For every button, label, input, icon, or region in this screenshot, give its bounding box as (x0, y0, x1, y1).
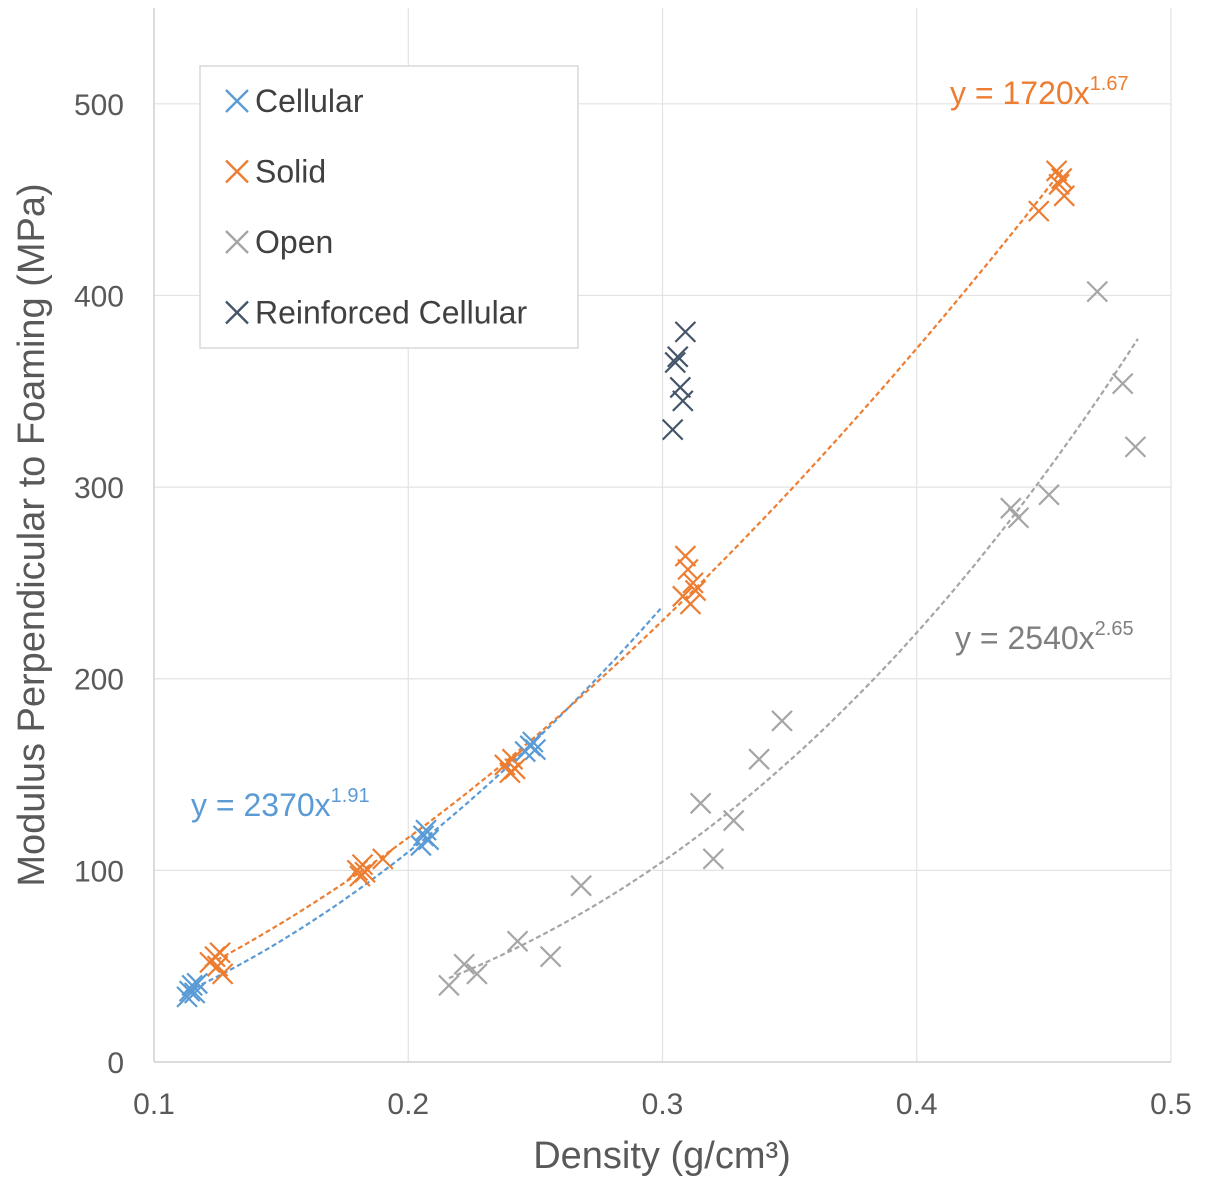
labels: Density (g/cm³) Modulus Perpendicular to… (11, 73, 1134, 1177)
point-open (702, 848, 725, 870)
point-solid (209, 941, 231, 964)
point-reinforced-cellular (672, 390, 694, 412)
y-tick-label: 500 (74, 89, 124, 122)
point-open (689, 792, 712, 815)
data-points (176, 160, 1147, 1008)
point-reinforced-cellular (664, 351, 686, 374)
equation-base: y = 2540x (955, 620, 1095, 656)
point-open (1038, 483, 1060, 506)
point-open (453, 953, 475, 976)
legend-label: Reinforced Cellular (255, 295, 527, 331)
point-solid (674, 545, 697, 567)
equation-exponent: 1.67 (1090, 73, 1129, 95)
legend-item-reinforced-cellular: Reinforced Cellular (225, 295, 527, 331)
legend-marker (225, 230, 249, 254)
point-open (570, 874, 592, 897)
point-solid (351, 853, 374, 876)
x-tick-label: 0.2 (387, 1088, 429, 1121)
point-open (506, 930, 529, 953)
point-reinforced-cellular (669, 376, 692, 399)
y-tick-label: 300 (74, 472, 124, 505)
point-open (722, 809, 745, 832)
legend: Cellular Solid Open Reinforced Cellular (199, 65, 579, 349)
point-cellular (524, 738, 547, 761)
equation-exponent: 2.65 (1095, 618, 1134, 640)
point-solid (1028, 200, 1050, 222)
equation-solid: y = 1720x1.67 (950, 73, 1129, 111)
x-tick-label: 0.3 (642, 1088, 684, 1121)
point-cellular (176, 986, 198, 1008)
point-open (1086, 280, 1109, 303)
equation-base: y = 1720x (950, 75, 1090, 111)
y-tick-label: 400 (74, 280, 124, 313)
y-tick-label: 100 (74, 855, 124, 888)
point-open (1007, 506, 1030, 529)
x-tick-label: 0.4 (896, 1088, 938, 1121)
point-solid (354, 861, 376, 884)
point-cellular (522, 731, 544, 753)
point-cellular (417, 828, 440, 851)
y-axis-title: Modulus Perpendicular to Foaming (MPa) (11, 183, 53, 886)
legend-marker (225, 89, 249, 113)
point-solid (1048, 173, 1070, 196)
point-open (1000, 497, 1022, 519)
y-tick-label: 0 (107, 1047, 124, 1080)
legend-box (199, 65, 579, 349)
point-reinforced-cellular (661, 418, 684, 441)
equation-open: y = 2540x2.65 (955, 618, 1134, 656)
legend-item-solid: Solid (225, 154, 326, 190)
point-solid (684, 579, 707, 602)
point-solid (504, 758, 526, 780)
point-open (539, 945, 562, 968)
point-open (466, 963, 488, 985)
legend-label: Open (255, 224, 333, 260)
trendlines (186, 166, 1139, 993)
equation-cellular: y = 2370x1.91 (191, 785, 370, 823)
point-solid (211, 963, 234, 985)
point-reinforced-cellular (666, 346, 689, 368)
point-cellular (186, 972, 209, 995)
trendline-cellular (186, 605, 664, 993)
point-solid (372, 848, 394, 870)
point-solid (679, 593, 702, 615)
point-open (748, 748, 770, 770)
legend-label: Cellular (255, 83, 364, 119)
point-open (1111, 372, 1134, 395)
legend-item-cellular: Cellular (225, 83, 364, 119)
legend-item-open: Open (225, 224, 333, 260)
point-solid (1053, 185, 1075, 207)
point-solid (682, 572, 704, 594)
point-solid (677, 558, 699, 581)
point-open (1124, 436, 1147, 458)
trendline-open (448, 338, 1139, 980)
legend-label: Solid (255, 154, 326, 190)
point-open (438, 974, 460, 997)
x-axis-title: Density (g/cm³) (533, 1135, 791, 1177)
equation-exponent: 1.91 (331, 785, 370, 807)
point-reinforced-cellular (674, 321, 697, 343)
point-cellular (181, 974, 203, 997)
y-tick-label: 200 (74, 664, 124, 697)
legend-marker (225, 300, 249, 325)
x-tick-label: 0.1 (133, 1088, 175, 1121)
equation-base: y = 2370x (191, 787, 331, 823)
x-tick-label: 0.5 (1150, 1088, 1192, 1121)
axes: 0 100 200 300 400 500 0.1 0.2 0.3 0.4 0.5 (74, 8, 1192, 1121)
point-open (771, 710, 793, 732)
legend-marker (225, 159, 249, 184)
